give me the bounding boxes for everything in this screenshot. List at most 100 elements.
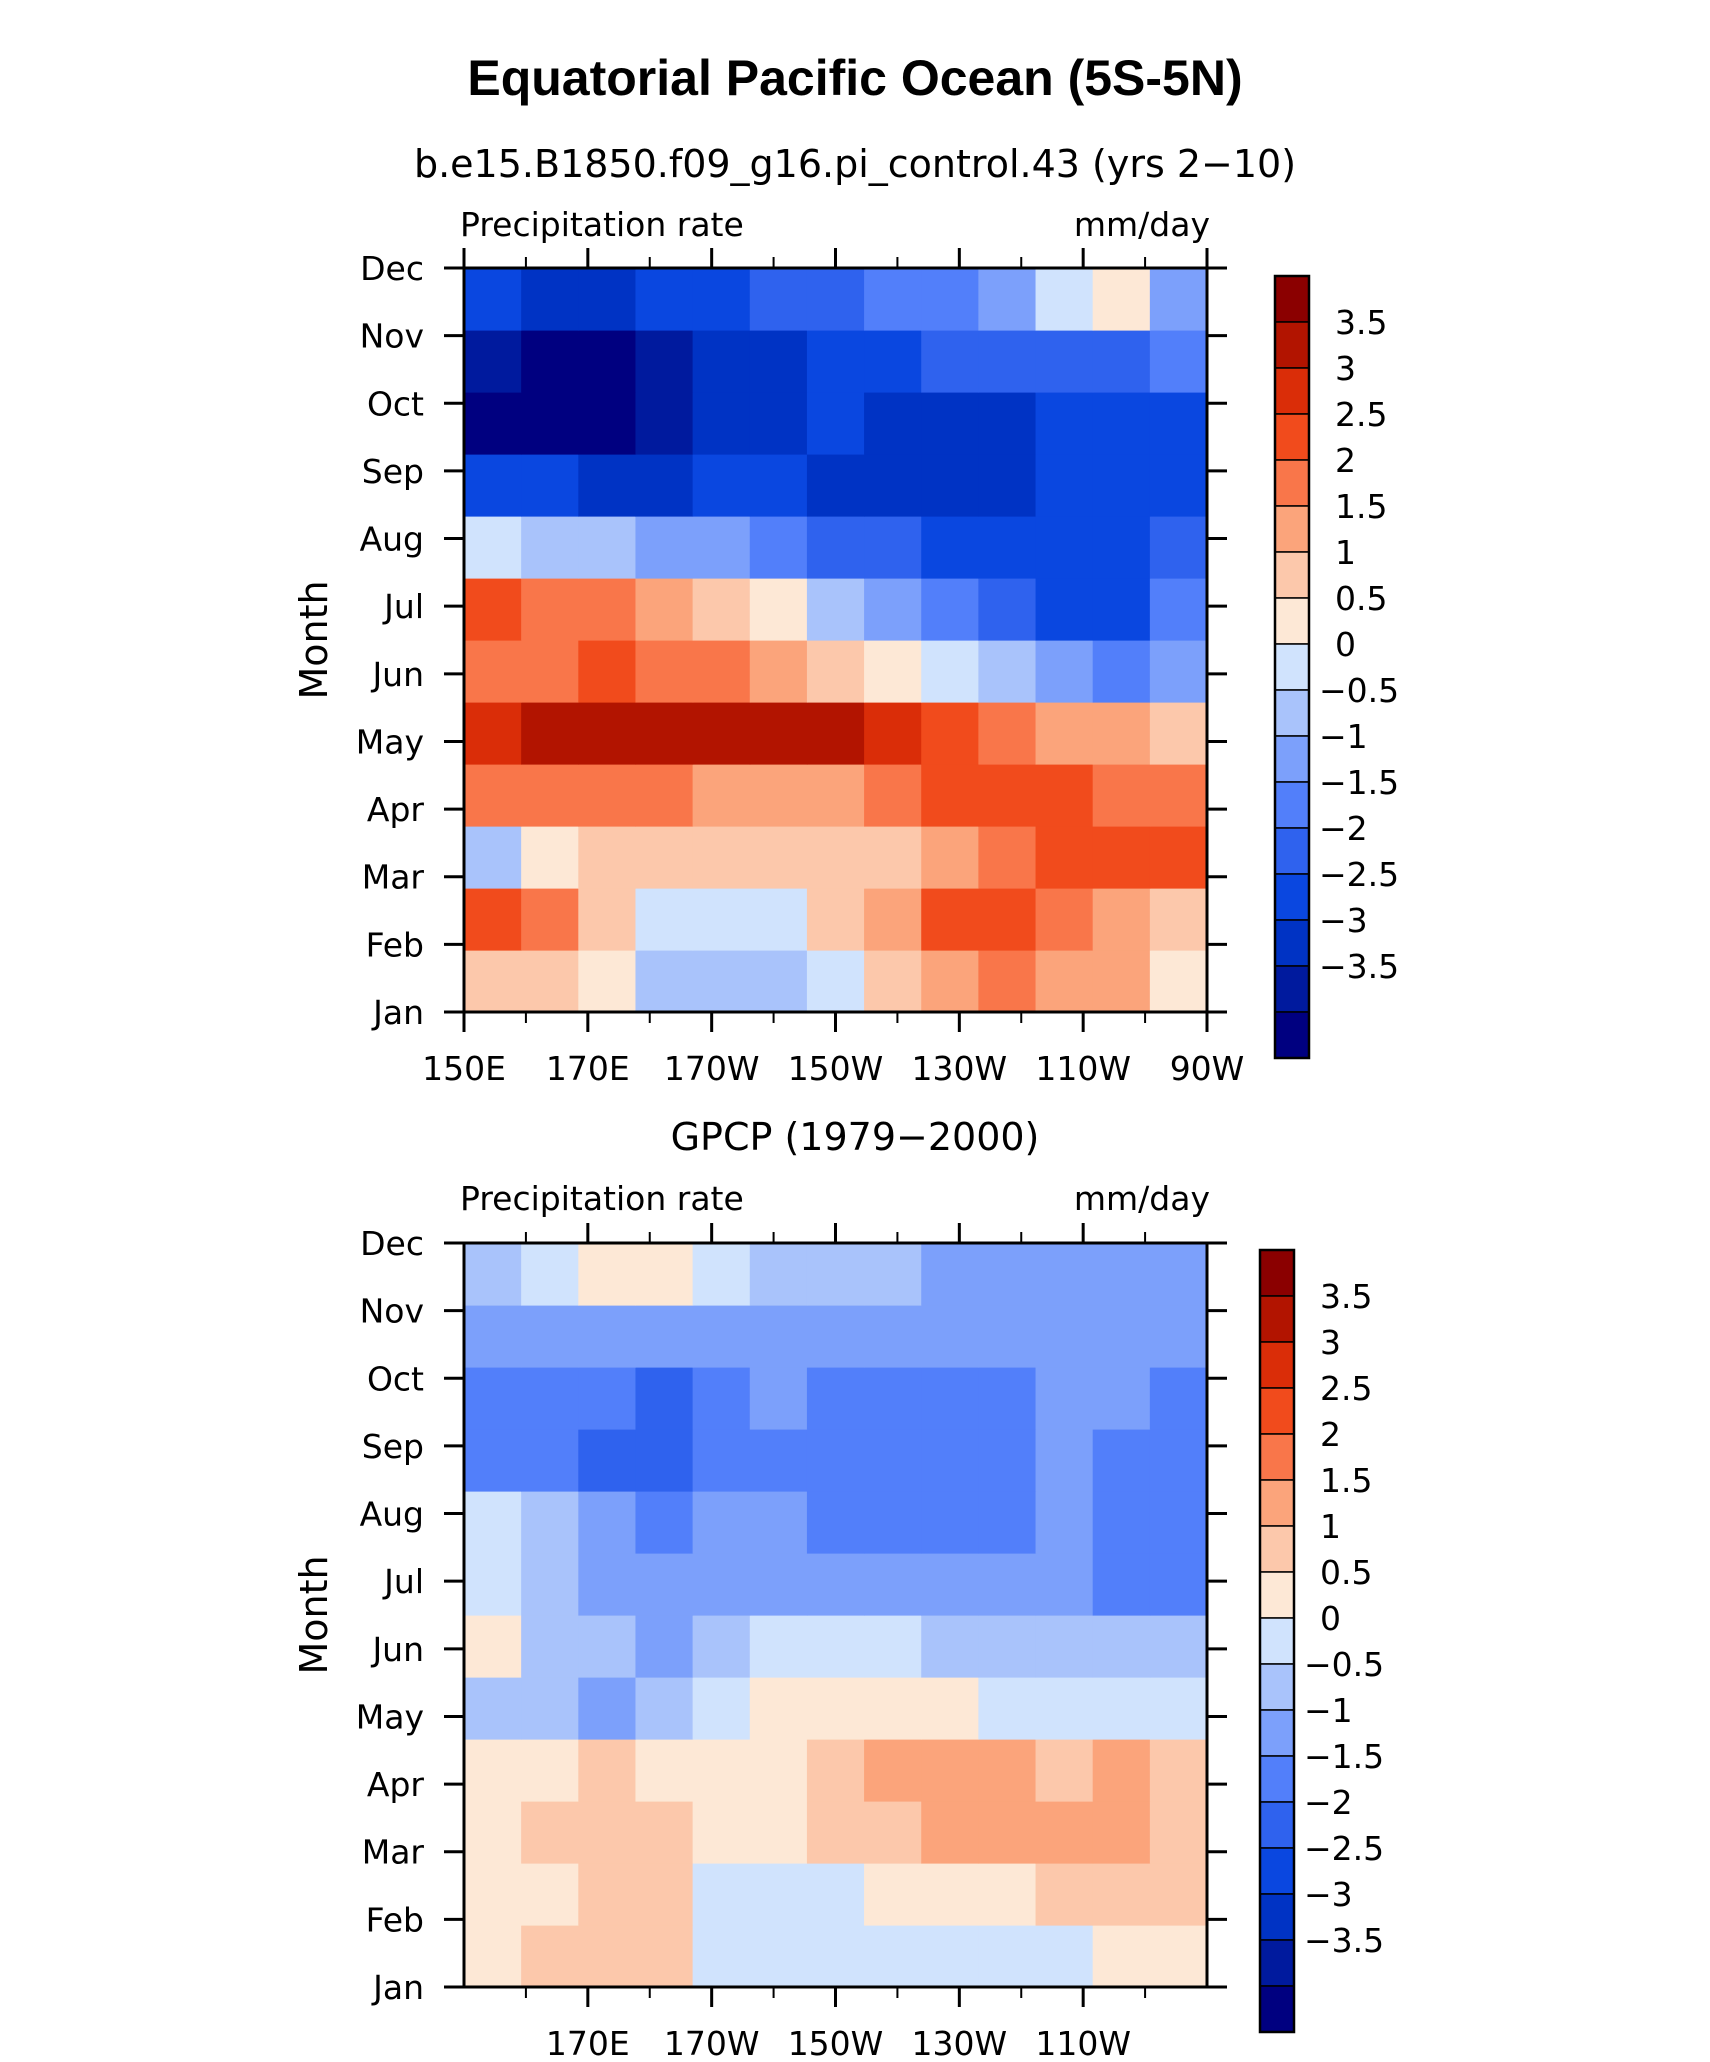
heatmap-cell [578, 888, 637, 951]
heatmap-cell [806, 1429, 865, 1492]
colorbar-box [1274, 735, 1310, 783]
heatmap-cell [1149, 268, 1208, 331]
heatmap-cell [521, 1863, 579, 1926]
colorbar-frame [1258, 1248, 1296, 2034]
y-tick-label: Feb [366, 1900, 424, 1939]
heatmap-cell [1035, 640, 1094, 703]
heatmap-cell [1092, 268, 1151, 331]
colorbar-box [1274, 781, 1310, 829]
heatmap-cell [1149, 1367, 1208, 1430]
heatmap-cell [1092, 330, 1151, 393]
colorbar-label: 2 [1335, 441, 1356, 480]
heatmap-cell [1092, 826, 1151, 889]
heatmap-cell [806, 1801, 865, 1864]
heatmap-cell [578, 1925, 637, 1988]
heatmap-cell [1149, 764, 1208, 827]
heatmap-cell [864, 454, 922, 517]
panel-model-colorbar: 3.5 3 2.5 2 1.5 1 0.5 0 −0.5 −1 −1.5 −2 −2.5 −3 −3.5 [1273, 274, 1399, 1060]
heatmap-cell [578, 268, 637, 331]
heatmap-cell [692, 330, 751, 393]
heatmap-cell [1149, 1863, 1208, 1926]
heatmap-cell [521, 702, 579, 765]
heatmap-cell [864, 950, 922, 1013]
colorbar-label: −2.5 [1319, 855, 1399, 894]
heatmap-cell [978, 1925, 1037, 1988]
heatmap-cell [464, 578, 522, 641]
colorbar-label: 1 [1335, 533, 1356, 572]
heatmap-cell [864, 1429, 922, 1492]
heatmap-cell [1035, 268, 1094, 331]
y-tick-label: Oct [367, 1359, 424, 1398]
heatmap-cell [578, 1677, 637, 1740]
heatmap-cell [635, 578, 694, 641]
heatmap-cell [1035, 1615, 1094, 1678]
heatmap-cell [1149, 454, 1208, 517]
colorbar-label: 0 [1335, 625, 1356, 664]
heatmap-cell [1092, 1243, 1151, 1306]
heatmap-cell [692, 1615, 751, 1678]
heatmap-cell [864, 826, 922, 889]
colorbar-label: 3.5 [1320, 1277, 1372, 1316]
heatmap-cell [1092, 1367, 1151, 1430]
heatmap-cell [978, 454, 1037, 517]
heatmap-cell [1035, 950, 1094, 1013]
heatmap-cell [806, 1863, 865, 1926]
y-tick-label: May [356, 722, 424, 761]
heatmap-cell [864, 268, 922, 331]
y-tick-label: Jun [370, 655, 424, 694]
heatmap-cell [635, 1429, 694, 1492]
heatmap-cell [635, 1367, 694, 1430]
colorbar-box [1274, 275, 1310, 323]
heatmap-cell [921, 1367, 979, 1430]
y-tick-label: Mar [362, 858, 425, 897]
heatmap-cell [1092, 640, 1151, 703]
heatmap-cell [464, 392, 522, 455]
heatmap-cell [1035, 1863, 1094, 1926]
heatmap-cell [578, 330, 637, 393]
heatmap-cell [864, 702, 922, 765]
colorbar-box [1259, 1939, 1295, 1987]
heatmap-cell [749, 1367, 808, 1430]
heatmap-cell [1035, 1677, 1094, 1740]
heatmap-cell [1035, 1739, 1094, 1802]
heatmap-cell [578, 578, 637, 641]
heatmap-cell [806, 454, 865, 517]
heatmap-cell [1035, 1925, 1094, 1988]
heatmap-cell [921, 1243, 979, 1306]
heatmap-cell [978, 888, 1037, 951]
heatmap-cell [1035, 1801, 1094, 1864]
colorbar-label: −0.5 [1319, 671, 1399, 710]
colorbar-label: −1 [1319, 717, 1368, 756]
colorbar-box [1259, 1801, 1295, 1849]
heatmap-cell [1092, 1925, 1151, 1988]
heatmap-cell [978, 1305, 1037, 1368]
heatmap-cell [749, 268, 808, 331]
heatmap-cell [1149, 516, 1208, 579]
heatmap-cell [464, 454, 522, 517]
heatmap-cell [521, 454, 579, 517]
colorbar-label: −1.5 [1304, 1737, 1384, 1776]
heatmap-cell [464, 1739, 522, 1802]
heatmap-cell [749, 1491, 808, 1554]
heatmap-cell [464, 1553, 522, 1616]
heatmap-cell [578, 516, 637, 579]
heatmap-cell [749, 1243, 808, 1306]
heatmap-cell [521, 826, 579, 889]
heatmap-cell [692, 1739, 751, 1802]
heatmap-cell [692, 702, 751, 765]
heatmap-cell [635, 640, 694, 703]
heatmap-cell [635, 1615, 694, 1678]
heatmap-cell [921, 1429, 979, 1492]
colorbar-label: 2 [1320, 1415, 1341, 1454]
heatmap-cell [1035, 1305, 1094, 1368]
heatmap-cell [749, 1615, 808, 1678]
heatmap-cell [578, 392, 637, 455]
heatmap-cell [864, 1677, 922, 1740]
heatmap-cell [464, 516, 522, 579]
heatmap-cell [978, 826, 1037, 889]
heatmap-cell [978, 1429, 1037, 1492]
x-tick-label: 150W [788, 1049, 884, 1088]
y-tick-label: Apr [367, 790, 425, 829]
heatmap-cell [521, 578, 579, 641]
heatmap-cell [521, 1925, 579, 1988]
